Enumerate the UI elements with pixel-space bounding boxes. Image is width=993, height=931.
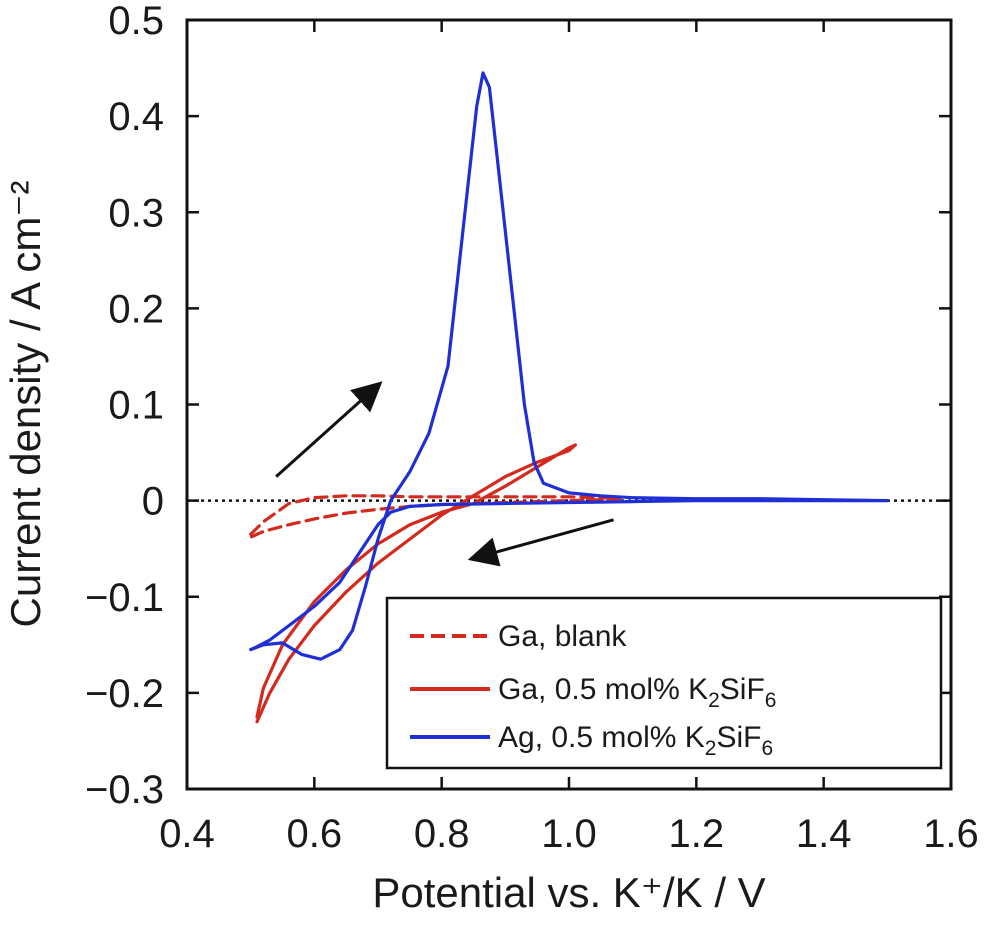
x-tick-label: 0.6 <box>287 812 343 856</box>
y-tick-label: −0.2 <box>85 672 164 716</box>
x-tick-label: 1.0 <box>541 812 597 856</box>
y-tick-label: −0.3 <box>85 768 164 812</box>
legend-label-ag-k2sif6: Ag, 0.5 mol% K2SiF6 <box>498 721 773 760</box>
legend: Ga, blank Ga, 0.5 mol% K2SiF6 Ag, 0.5 mo… <box>385 596 943 770</box>
x-axis-ticks: 0.4 0.6 0.8 1.0 1.2 1.4 1.6 <box>159 20 979 856</box>
y-axis-title: Current density / A cm⁻² <box>2 180 49 627</box>
y-tick-label: 0.2 <box>108 287 164 331</box>
anodic-scan-arrow <box>275 381 383 478</box>
y-tick-label: 0.5 <box>108 0 164 43</box>
y-tick-label: 0.1 <box>108 384 164 428</box>
x-tick-label: 0.4 <box>159 812 215 856</box>
y-tick-label: 0.3 <box>108 191 164 235</box>
y-axis-ticks: 0.5 0.4 0.3 0.2 0.1 0 −0.1 −0.2 −0.3 <box>85 0 951 812</box>
y-tick-label: −0.1 <box>85 576 164 620</box>
series-ag-k2sif6 <box>249 71 889 661</box>
x-tick-label: 1.4 <box>796 812 852 856</box>
legend-label-ga-k2sif6: Ga, 0.5 mol% K2SiF6 <box>498 673 776 712</box>
x-tick-label: 0.8 <box>414 812 470 856</box>
series-layer <box>249 71 889 724</box>
x-axis-title: Potential vs. K⁺/K / V <box>372 869 765 916</box>
x-tick-label: 1.6 <box>923 812 979 856</box>
x-tick-label: 1.2 <box>669 812 725 856</box>
y-tick-label: 0 <box>142 480 164 524</box>
scan-direction-arrows <box>275 381 614 567</box>
y-tick-label: 0.4 <box>108 95 164 139</box>
series-ga-blank <box>249 494 622 539</box>
legend-box <box>385 596 943 770</box>
cathodic-scan-arrow <box>467 518 614 567</box>
legend-label-ga-blank: Ga, blank <box>498 620 627 653</box>
